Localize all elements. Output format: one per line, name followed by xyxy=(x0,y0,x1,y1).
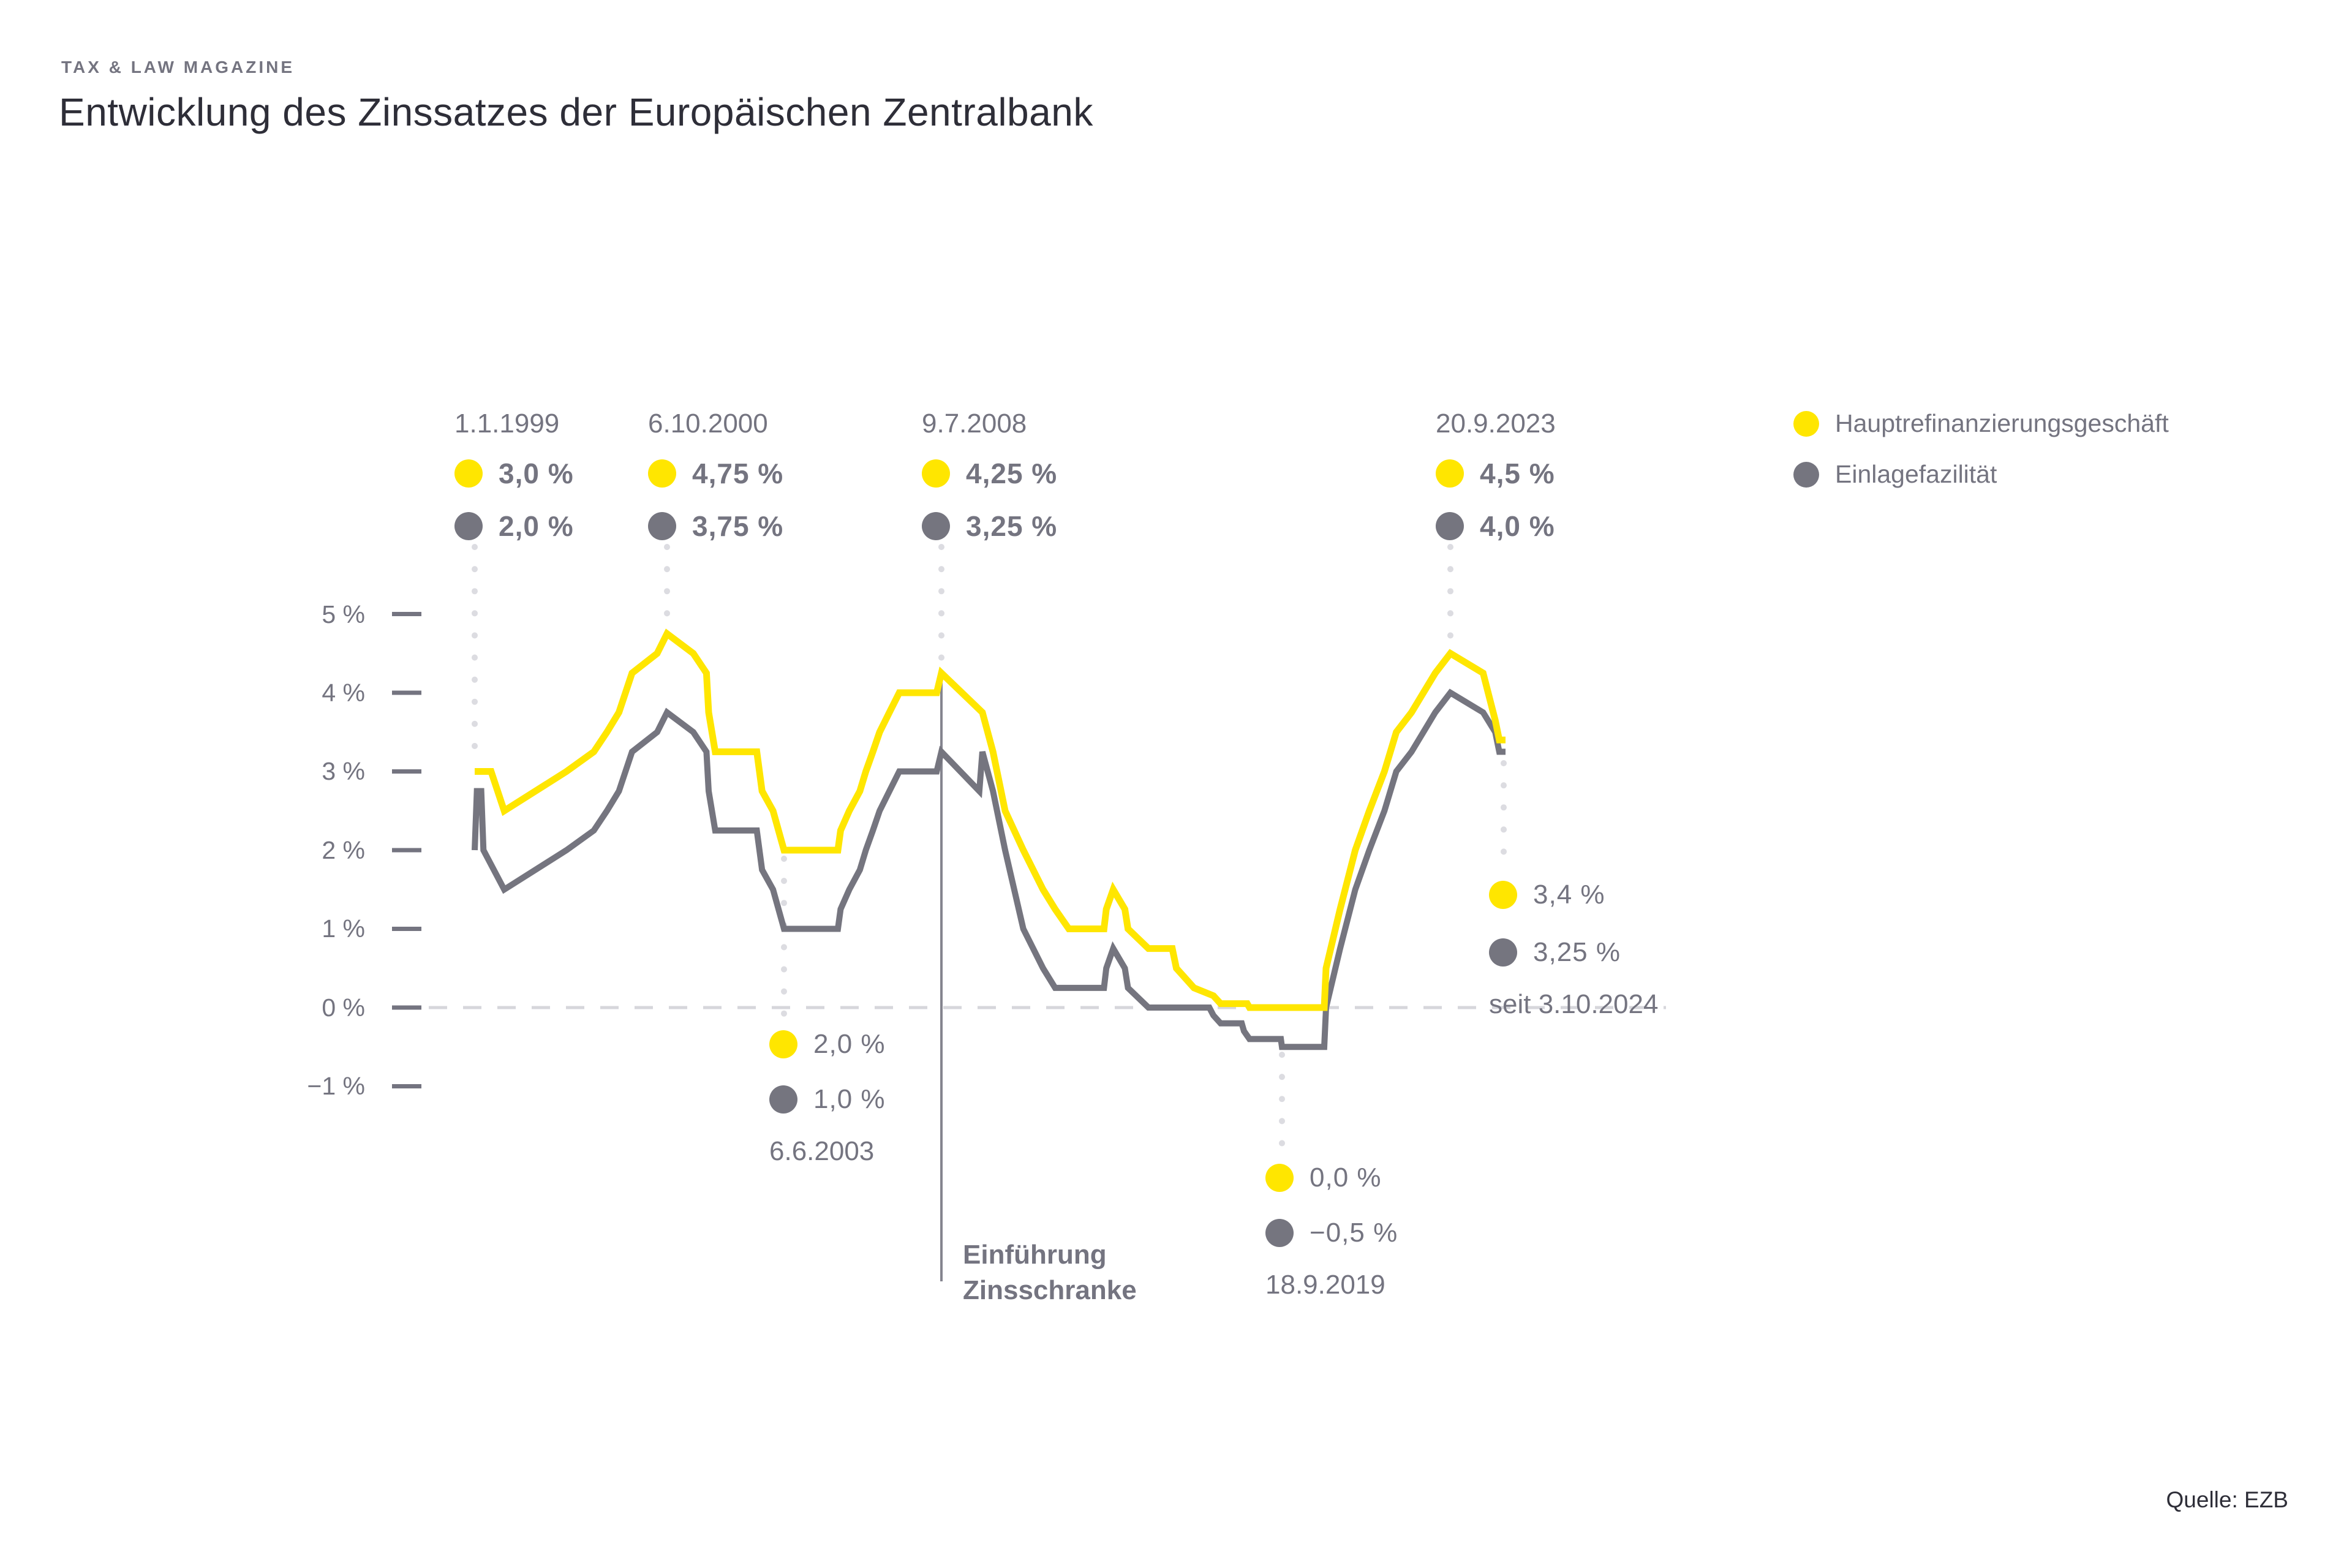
marker-label-line1: Einführung xyxy=(963,1240,1107,1270)
page-title: Entwicklung des Zinssatzes der Europäisc… xyxy=(59,90,1093,134)
callout-2008: 9.7.2008 4,25 % 3,25 % xyxy=(922,410,1057,543)
callout-date: 20.9.2023 xyxy=(1436,409,1556,439)
callout-date: 6.6.2003 xyxy=(769,1136,875,1166)
callout-main-row: 4,5 % xyxy=(1436,457,1556,490)
callout-main-row: 3,0 % xyxy=(454,457,574,490)
gray-series-dot-icon xyxy=(1265,1219,1294,1247)
callout-deposit-row: 3,25 % xyxy=(922,510,1057,543)
gray-series-dot-icon xyxy=(769,1085,797,1114)
gray-series-dot-icon xyxy=(1489,938,1517,967)
deposit-facility-line xyxy=(472,688,1506,1050)
magazine-kicker: TAX & LAW MAGAZINE xyxy=(61,58,295,77)
callout-1999: 1.1.1999 3,0 % 2,0 % xyxy=(454,410,574,543)
y-axis-label-3: 3 % xyxy=(322,757,365,785)
main-rate-value: 2,0 % xyxy=(813,1029,886,1059)
deposit-rate-value: −0,5 % xyxy=(1310,1218,1398,1248)
callout-2019: 0,0 % −0,5 % 18.9.2019 xyxy=(1265,1163,1398,1298)
callout-date: 1.1.1999 xyxy=(454,409,560,439)
callout-date: 6.10.2000 xyxy=(648,409,768,439)
yellow-series-dot-icon xyxy=(769,1030,797,1058)
main-rate-value: 4,5 % xyxy=(1480,458,1555,489)
deposit-rate-value: 2,0 % xyxy=(499,510,574,542)
callout-main-row: 4,25 % xyxy=(922,457,1057,490)
callout-deposit-row: −0,5 % xyxy=(1265,1218,1398,1248)
legend-label: Einlagefazilität xyxy=(1835,460,1997,488)
gray-series-dot-icon xyxy=(1793,461,1819,488)
main-rate-value: 3,0 % xyxy=(499,458,574,489)
yellow-series-dot-icon xyxy=(1436,459,1464,488)
legend-label: Hauptrefinanzierungsgeschäft xyxy=(1835,409,2169,437)
main-rate-value: 0,0 % xyxy=(1310,1163,1382,1193)
zinsschranke-marker-label: Einführung Zinsschranke xyxy=(963,1237,1137,1308)
main-rate-value: 4,75 % xyxy=(692,458,784,489)
y-axis-label-0: 0 % xyxy=(322,993,365,1022)
deposit-rate-value: 3,25 % xyxy=(1533,937,1621,967)
yellow-series-dot-icon xyxy=(1793,410,1819,437)
callout-2023: 20.9.2023 4,5 % 4,0 % xyxy=(1436,410,1556,543)
legend-item-main-rate: Hauptrefinanzierungsgeschäft xyxy=(1793,409,2169,438)
legend: Hauptrefinanzierungsgeschäft Einlagefazi… xyxy=(1793,409,2169,511)
marker-label-line2: Zinsschranke xyxy=(963,1275,1137,1305)
y-axis-label-4: 4 % xyxy=(322,679,365,707)
callout-2024: 3,4 % 3,25 % seit 3.10.2024 xyxy=(1489,880,1658,1018)
yellow-series-dot-icon xyxy=(1489,881,1517,909)
yellow-series-dot-icon xyxy=(648,459,676,488)
callout-main-row: 0,0 % xyxy=(1265,1163,1398,1193)
callout-2000: 6.10.2000 4,75 % 3,75 % xyxy=(648,410,783,543)
deposit-rate-value: 1,0 % xyxy=(813,1084,886,1114)
gray-series-dot-icon xyxy=(648,512,676,540)
deposit-rate-value: 3,75 % xyxy=(692,510,784,542)
callout-date: 18.9.2019 xyxy=(1265,1270,1385,1300)
callout-main-row: 2,0 % xyxy=(769,1029,886,1060)
gray-series-dot-icon xyxy=(922,512,950,540)
yellow-series-dot-icon xyxy=(1265,1164,1294,1192)
callout-main-row: 3,4 % xyxy=(1489,880,1658,910)
callout-deposit-row: 1,0 % xyxy=(769,1084,886,1115)
main-rate-value: 4,25 % xyxy=(966,458,1058,489)
callout-2003: 2,0 % 1,0 % 6.6.2003 xyxy=(769,1029,886,1165)
yellow-series-dot-icon xyxy=(922,459,950,488)
deposit-rate-value: 4,0 % xyxy=(1480,510,1555,542)
y-axis-label-5: 5 % xyxy=(322,600,365,628)
callout-deposit-row: 2,0 % xyxy=(454,510,574,543)
yellow-series-dot-icon xyxy=(454,459,483,488)
callout-deposit-row: 3,75 % xyxy=(648,510,783,543)
main-rate-value: 3,4 % xyxy=(1533,880,1605,910)
legend-item-deposit-rate: Einlagefazilität xyxy=(1793,460,2169,489)
main-refinancing-line xyxy=(475,628,1506,1011)
y-axis-label-neg1: −1 % xyxy=(307,1072,365,1100)
callout-deposit-row: 3,25 % xyxy=(1489,937,1658,968)
gray-series-dot-icon xyxy=(454,512,483,540)
callout-date: seit 3.10.2024 xyxy=(1489,989,1659,1019)
y-axis-label-2: 2 % xyxy=(322,836,365,864)
y-axis-label-1: 1 % xyxy=(322,914,365,943)
callout-date: 9.7.2008 xyxy=(922,409,1027,439)
gray-series-dot-icon xyxy=(1436,512,1464,540)
source-credit: Quelle: EZB xyxy=(2166,1487,2288,1512)
deposit-rate-value: 3,25 % xyxy=(966,510,1058,542)
callout-deposit-row: 4,0 % xyxy=(1436,510,1556,543)
callout-main-row: 4,75 % xyxy=(648,457,783,490)
